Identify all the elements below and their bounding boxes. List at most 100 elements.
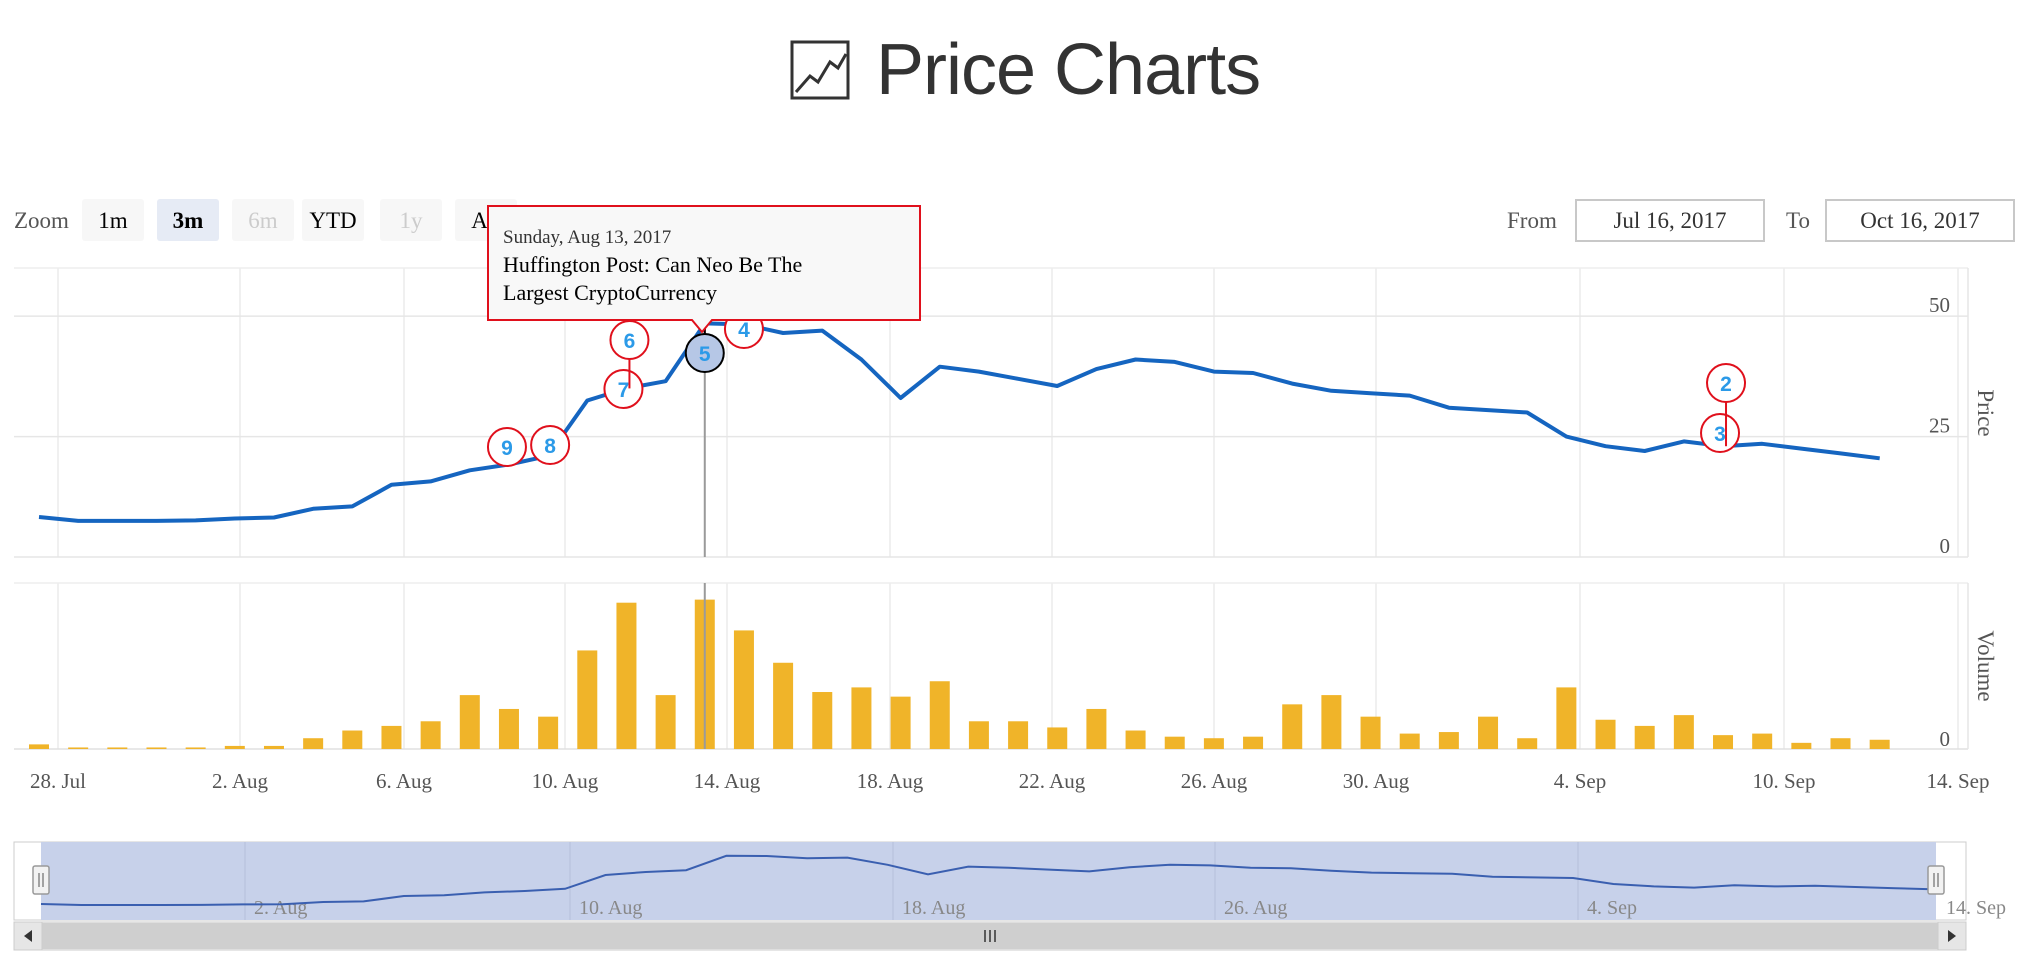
volume-bar — [1047, 727, 1068, 749]
volume-bar — [1752, 733, 1773, 749]
scroll-right-arrow-icon[interactable] — [1937, 921, 1967, 951]
volume-bar — [1164, 736, 1185, 749]
volume-bar — [420, 721, 441, 749]
page-title: Price Charts — [876, 30, 1261, 110]
zoom-button-1m[interactable]: 1m — [82, 199, 144, 241]
volume-bar — [890, 696, 911, 749]
flag-label: 2 — [1720, 373, 1732, 396]
navigator-handle-left[interactable] — [32, 865, 50, 895]
zoom-button-label: 3m — [173, 208, 204, 233]
price-axis-title: Price — [1973, 389, 1998, 436]
zoom-label: Zoom — [14, 208, 69, 233]
flag-9[interactable]: 9 — [486, 427, 527, 467]
navigator-tick-label: 14. Sep — [1946, 897, 2006, 919]
volume-bar — [968, 721, 989, 749]
volume-series — [29, 599, 1890, 749]
volume-bar — [655, 695, 676, 749]
volume-bar — [459, 695, 480, 749]
x-tick-label: 2. Aug — [212, 769, 269, 793]
flag-3[interactable]: 3 — [1700, 413, 1741, 453]
volume-bar — [185, 747, 206, 749]
volume-tick-label: 0 — [1940, 727, 1951, 751]
from-date-input[interactable]: Jul 16, 2017 — [1575, 199, 1765, 242]
flag-label: 8 — [544, 435, 556, 458]
flag-label: 9 — [501, 437, 513, 460]
flag-5[interactable]: 5 — [684, 323, 725, 373]
volume-bar — [68, 747, 89, 749]
price-tick-label: 25 — [1929, 414, 1950, 438]
x-tick-label: 18. Aug — [857, 769, 924, 793]
volume-bar — [1321, 695, 1342, 749]
from-date-value: Jul 16, 2017 — [1613, 208, 1726, 233]
volume-bar — [1399, 733, 1420, 749]
from-label: From — [1507, 208, 1557, 233]
navigator-tick-label: 10. Aug — [579, 897, 642, 919]
navigator-tick-label: 4. Sep — [1587, 897, 1637, 919]
volume-bar — [1830, 738, 1851, 749]
flag-label: 5 — [699, 343, 711, 366]
flag-2[interactable]: 2 — [1706, 363, 1747, 447]
navigator-handle-right[interactable] — [1927, 865, 1945, 895]
scrollbar[interactable] — [13, 921, 1967, 951]
volume-bar — [1282, 704, 1303, 749]
zoom-button-label: YTD — [309, 208, 356, 233]
volume-bar — [616, 602, 637, 749]
x-tick-label: 10. Sep — [1753, 769, 1816, 793]
volume-bar — [342, 730, 363, 749]
volume-bar — [29, 744, 49, 749]
zoom-button-3m[interactable]: 3m — [157, 199, 219, 241]
volume-bar — [107, 747, 128, 749]
price-line[interactable] — [38, 321, 1880, 523]
volume-bar — [263, 745, 284, 749]
tooltip-date: Sunday, Aug 13, 2017 — [503, 227, 671, 248]
volume-bar — [1595, 719, 1616, 749]
flag-7[interactable]: 7 — [603, 369, 644, 409]
volume-bar — [1203, 738, 1224, 749]
tooltip: Sunday, Aug 13, 2017 Huffington Post: Can… — [487, 205, 921, 334]
grid — [14, 267, 1969, 750]
volume-bar — [1125, 730, 1146, 749]
tooltip-line-2: Largest CryptoCurrency — [503, 280, 717, 305]
volume-bar — [1478, 716, 1499, 749]
zoom-button-6m[interactable]: 6m — [232, 199, 294, 241]
navigator-tick-label: 18. Aug — [902, 897, 965, 919]
volume-axis-title: Volume — [1973, 630, 1998, 701]
volume-bar — [733, 630, 754, 749]
volume-bar — [538, 716, 559, 749]
navigator-tick-label: 26. Aug — [1224, 897, 1287, 919]
price-tick-label: 50 — [1929, 293, 1950, 317]
volume-bar — [1360, 716, 1381, 749]
zoom-button-label: 1m — [98, 208, 128, 233]
scroll-left-arrow-icon[interactable] — [13, 921, 43, 951]
navigator[interactable]: 2. Aug 10. Aug 18. Aug 26. Aug 4. Sep 14. Sep — [13, 841, 2006, 921]
volume-bar — [1556, 687, 1577, 749]
volume-bar — [146, 747, 167, 749]
navigator-selection[interactable] — [41, 842, 1936, 920]
navigator-line — [40, 854, 1937, 906]
volume-bar — [929, 681, 950, 749]
flag-label: 6 — [624, 330, 636, 353]
zoom-button-ytd[interactable]: YTD — [302, 199, 364, 241]
line-chart-icon — [790, 40, 850, 100]
flag-label: 4 — [738, 319, 750, 342]
zoom-button-label: 1y — [400, 208, 424, 233]
x-tick-label: 10. Aug — [532, 769, 599, 793]
volume-bar — [773, 662, 794, 749]
volume-bar — [1243, 736, 1264, 749]
volume-bar — [498, 708, 519, 749]
x-tick-label: 26. Aug — [1181, 769, 1248, 793]
flag-label: 3 — [1714, 423, 1726, 446]
volume-bar — [1791, 742, 1812, 749]
flag-8[interactable]: 8 — [530, 425, 571, 465]
volume-bar — [1869, 739, 1890, 749]
price-tick-label: 0 — [1940, 534, 1951, 558]
to-date-value: Oct 16, 2017 — [1860, 208, 1979, 233]
x-tick-label: 4. Sep — [1554, 769, 1607, 793]
zoom-button-1y[interactable]: 1y — [380, 199, 442, 241]
volume-bar — [1086, 708, 1107, 749]
volume-bar — [1713, 735, 1734, 749]
to-date-input[interactable]: Oct 16, 2017 — [1825, 199, 2015, 242]
x-tick-label: 30. Aug — [1343, 769, 1410, 793]
volume-bar — [1438, 732, 1459, 749]
